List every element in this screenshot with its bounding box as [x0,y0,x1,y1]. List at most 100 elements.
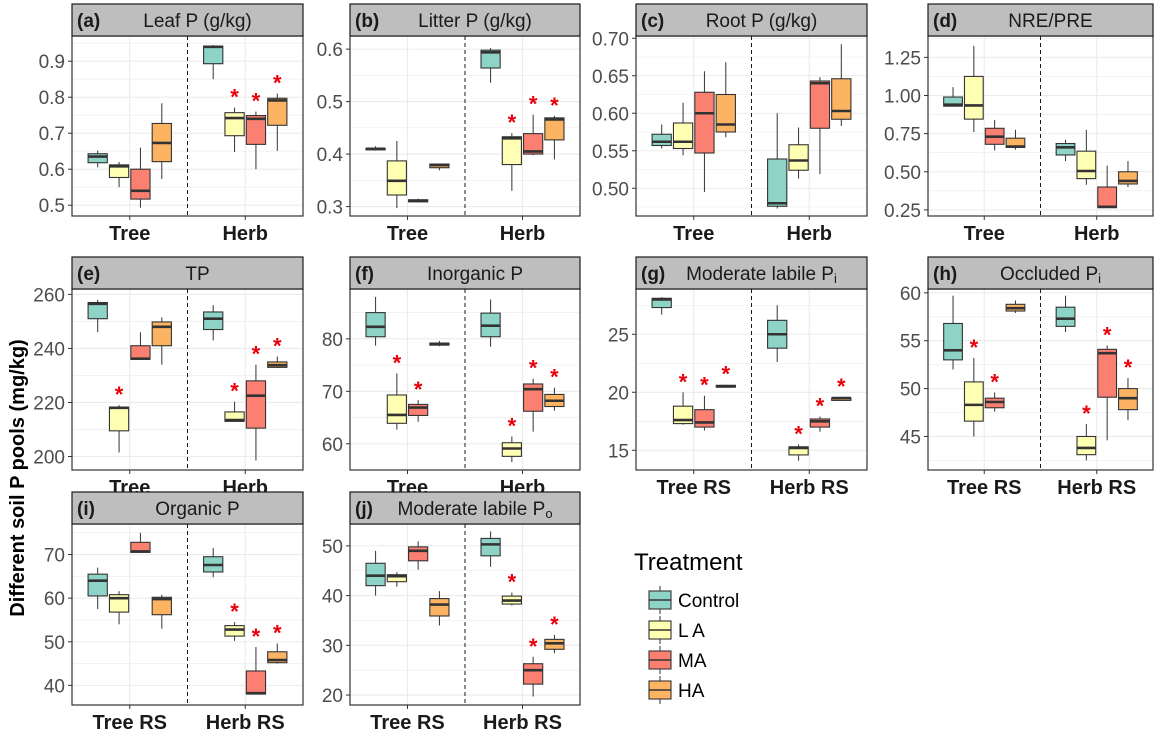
y-tick-label: 30 [322,636,343,657]
plot-background [72,36,303,216]
box-ha [831,44,852,126]
box-iqr [1055,142,1076,156]
significance-star: * [508,570,517,595]
panels: * * * (a) Leaf P (g/kg) 0.5 0.6 0.7 0.8 0.9 Tree He… [33,3,1154,733]
x-tick-label: Herb RS [483,712,562,733]
box-la: * [224,599,245,641]
panel-title: Leaf P (g/kg) [143,11,251,32]
box-ma [1097,165,1118,209]
box-la [788,127,809,179]
box-control [365,296,386,346]
panel-title: Root P (g/kg) [706,11,818,32]
box-control [767,305,788,363]
panel-tag: (h) [933,264,957,285]
facet-strip [927,3,1154,37]
box-iqr [408,403,429,416]
panel-j: * * * (j) Moderate labile Po 20 30 40 50 Tree RS H… [322,491,581,733]
box-iqr [224,411,245,422]
significance-star: * [414,377,423,402]
y-tick-label: 0.5 [317,93,343,114]
panel-tag: (f) [355,264,374,285]
y-tick-label: 0.9 [39,52,65,73]
box-iqr [943,322,963,361]
title-subscript: i [834,271,837,286]
box-ma: * [408,377,429,422]
box-ha: * [267,71,288,151]
box-ha [429,591,450,626]
box-iqr [87,573,108,597]
box-la: * [963,335,984,437]
box-control [651,124,672,149]
y-tick-label: 0.5 [39,196,65,217]
panel-title: Inorganic P [427,264,523,285]
significance-star: * [252,624,261,649]
title-subscript: o [545,506,552,521]
panel-d: (d) NRE/PRE 0.25 0.50 0.75 1.00 1.25 Tree Herb [884,3,1154,245]
panel-title: Organic P [155,499,239,520]
y-tick-label: 0.75 [884,125,921,146]
box-iqr [1076,150,1097,180]
box-ma: * [245,342,267,461]
box-ma [809,77,831,174]
y-tick-label: 0.70 [592,29,629,50]
significance-star: * [273,334,282,359]
box-ma [408,541,429,570]
box-iqr [245,380,267,429]
panel-b: * * * (b) Litter P (g/kg) 0.3 0.4 0.5 0.6 Tree Her… [317,3,581,245]
panel-tag: (e) [77,264,100,285]
box-control [203,45,224,80]
box-iqr [544,117,565,141]
box-ma: * [245,89,267,170]
box-ma [694,71,715,192]
panel-tag: (d) [933,11,957,32]
panel-tag: (j) [355,499,373,520]
box-iqr [245,670,267,695]
box-iqr [1076,435,1097,456]
plot-background [350,524,580,705]
panel-c: (c) Root P (g/kg) 0.50 0.55 0.60 0.65 0.70 Tree… [592,3,868,245]
y-tick-label: 60 [900,284,921,305]
box-la: * [386,350,407,430]
panel-tag: (b) [355,11,379,32]
box-ma [130,332,151,360]
box-la: * [501,413,522,463]
box-control [365,550,386,596]
box-iqr [224,112,245,137]
facet-strip [349,3,581,37]
panel-a: * * * (a) Leaf P (g/kg) 0.5 0.6 0.7 0.8 0.9 Tree He… [39,3,304,245]
facet-strip [349,256,581,290]
box-iqr [523,383,544,412]
box-iqr [1055,306,1076,327]
facet-strip [927,256,1154,290]
box-la: * [1076,401,1097,461]
x-tick-label: Herb [500,223,546,245]
y-tick-label: 0.55 [592,142,629,163]
box-la [386,572,407,587]
box-control [651,297,672,315]
x-tick-label: Tree [387,223,428,245]
box-iqr [767,158,788,207]
significance-star: * [273,71,282,96]
significance-star: * [550,93,559,118]
box-control [87,567,108,610]
y-tick-label: 1.00 [884,86,921,107]
y-tick-label: 0.60 [592,104,629,125]
box-iqr [365,312,386,338]
significance-star: * [990,369,999,394]
y-tick-label: 0.8 [39,88,65,109]
panel-title: TP [185,264,209,285]
box-control [87,299,108,333]
significance-star: * [550,365,559,390]
significance-star: * [393,350,402,375]
box-control [767,113,788,209]
significance-star: * [252,342,261,367]
facet-strip [349,491,581,525]
facet-strip [71,3,304,37]
panel-tag: (g) [641,264,665,285]
significance-star: * [529,92,538,117]
box-control [203,547,224,578]
box-control [480,48,501,83]
box-ma: * [523,634,544,697]
box-ma: * [1097,323,1118,441]
